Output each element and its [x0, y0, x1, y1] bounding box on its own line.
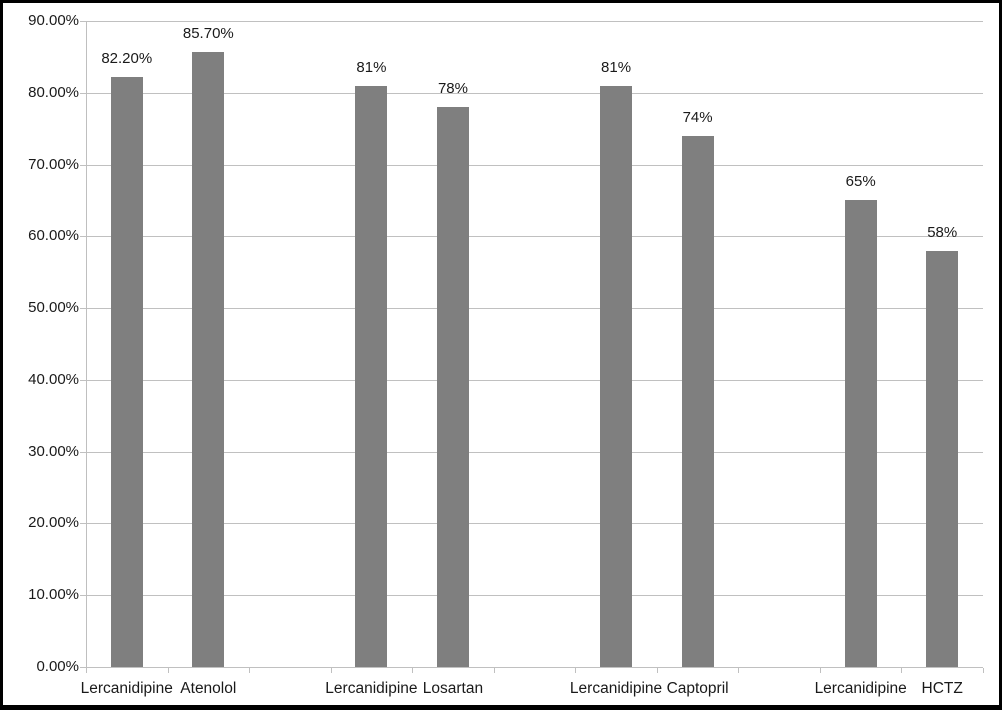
- bar-value-label: 78%: [437, 80, 468, 98]
- y-axis-tick-label: 40.00%: [28, 370, 79, 388]
- bar-value-label: 82.20%: [101, 49, 153, 67]
- x-axis-tick: [901, 668, 903, 673]
- bar-captopril: [681, 135, 714, 667]
- y-axis-tick: [80, 21, 86, 22]
- x-axis-tick: [330, 668, 332, 673]
- x-axis-tick: [819, 668, 821, 673]
- y-axis-tick-label: 30.00%: [28, 442, 79, 460]
- gridline: [86, 236, 983, 238]
- bar-value-label: 85.70%: [182, 24, 234, 42]
- bar-lercanidipine: [110, 76, 143, 667]
- x-axis-tick: [738, 668, 740, 673]
- x-axis-category-label: Lercanidipine: [814, 680, 907, 697]
- bar-losartan: [436, 107, 469, 667]
- x-axis-category-label: Losartan: [422, 680, 484, 697]
- x-axis-tick: [983, 668, 984, 673]
- y-axis-tick-label: 60.00%: [28, 227, 79, 245]
- bar-value-label: 74%: [682, 108, 713, 126]
- gridline: [86, 379, 983, 381]
- gridline: [86, 451, 983, 453]
- bar-value-label: 81%: [356, 58, 387, 76]
- bar-value-label: 65%: [845, 173, 876, 191]
- bar-atenolol: [192, 51, 225, 667]
- y-axis-tick: [80, 236, 86, 238]
- y-axis-tick: [80, 667, 86, 668]
- y-axis-line: [86, 21, 87, 667]
- bar-value-label: 58%: [927, 223, 958, 241]
- x-axis-tick: [167, 668, 169, 673]
- x-axis-tick: [249, 668, 251, 673]
- gridline: [86, 523, 983, 525]
- bar-hctz: [926, 250, 959, 667]
- y-axis-tick-label: 90.00%: [28, 12, 79, 29]
- gridline: [86, 595, 983, 597]
- y-axis-tick: [80, 308, 86, 310]
- y-axis-tick-label: 70.00%: [28, 155, 79, 173]
- y-axis-tick: [80, 379, 86, 381]
- x-axis-tick: [412, 668, 414, 673]
- y-axis-tick: [80, 523, 86, 525]
- y-axis-tick-label: 10.00%: [28, 586, 79, 604]
- gridline: [86, 92, 983, 94]
- bar-lercanidipine: [844, 200, 877, 667]
- bar-lercanidipine: [355, 85, 388, 667]
- y-axis-tick-label: 80.00%: [28, 83, 79, 101]
- y-axis-tick: [80, 451, 86, 453]
- y-axis-tick: [80, 164, 86, 166]
- gridline: [86, 164, 983, 166]
- x-axis-category-label: Lercanidipine: [569, 680, 663, 697]
- y-axis-tick: [80, 92, 86, 94]
- y-axis-tick-label: 0.00%: [36, 658, 79, 675]
- gridline: [86, 308, 983, 310]
- x-axis-category-label: Captopril: [666, 680, 729, 697]
- gridline: [86, 21, 983, 22]
- x-axis-category-label: Lercanidipine: [80, 680, 173, 697]
- x-axis-tick: [493, 668, 495, 673]
- x-axis-category-label: Atenolol: [180, 680, 237, 697]
- x-axis-tick: [86, 668, 87, 673]
- x-axis-category-label: HCTZ: [921, 680, 963, 697]
- gridline: [86, 667, 983, 668]
- bar-value-label: 81%: [601, 58, 632, 76]
- y-axis-tick-label: 20.00%: [28, 514, 79, 532]
- x-axis-category-label: Lercanidipine: [325, 680, 418, 697]
- x-axis-tick: [575, 668, 577, 673]
- bar-lercanidipine: [600, 85, 633, 667]
- x-axis-tick: [656, 668, 658, 673]
- y-axis-tick-label: 50.00%: [28, 299, 79, 317]
- y-axis-tick: [80, 595, 86, 597]
